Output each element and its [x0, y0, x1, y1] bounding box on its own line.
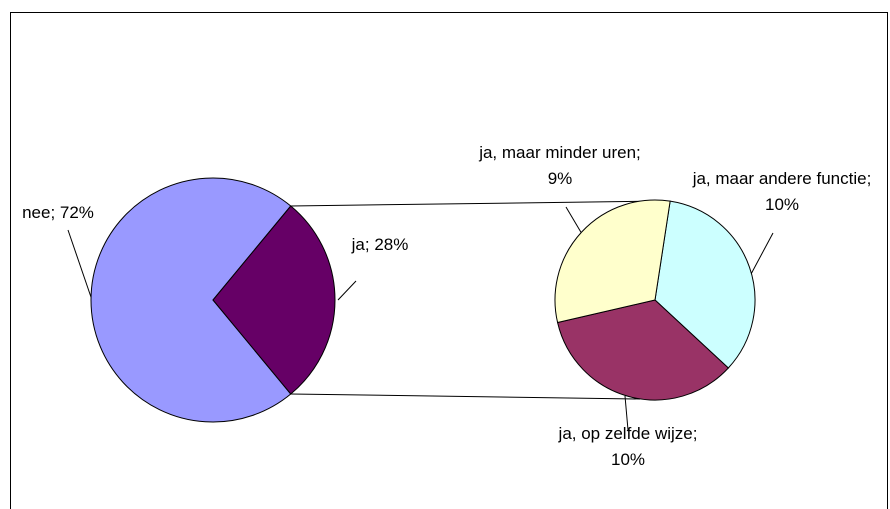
leader-line: [337, 280, 357, 301]
data-label: ja, maar minder uren; 9%: [479, 143, 641, 188]
data-label: ja, op zelfde wijze; 10%: [558, 424, 698, 469]
data-label: ja; 28%: [351, 235, 409, 254]
leader-line: [67, 229, 93, 301]
pie-slice: [90, 177, 292, 423]
pie-slice: [554, 199, 671, 324]
leader-line: [749, 232, 774, 277]
chart-frame: [10, 12, 888, 509]
connector-line: [290, 200, 668, 207]
pie-slice: [556, 299, 730, 401]
data-label: ja, maar andere functie; 10%: [692, 169, 872, 214]
connector-line: [290, 393, 641, 400]
data-label: nee; 72%: [22, 203, 94, 222]
leader-lines: [67, 206, 774, 431]
pie-slice: [212, 205, 336, 395]
leader-line: [624, 395, 629, 431]
leader-line: [565, 206, 583, 235]
pie-slice: [654, 200, 756, 369]
